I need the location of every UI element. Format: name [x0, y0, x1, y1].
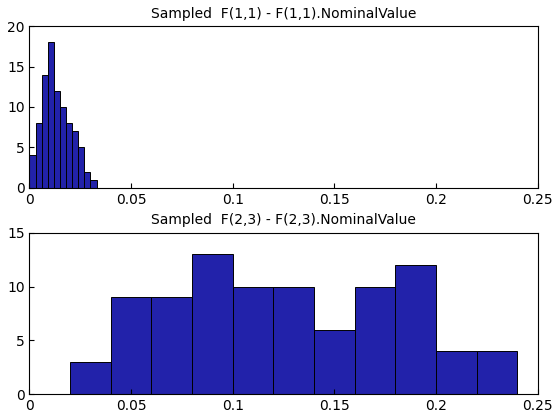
Bar — [477, 351, 517, 394]
Bar — [54, 91, 60, 188]
Bar — [60, 107, 66, 188]
Bar — [111, 297, 151, 394]
Bar — [48, 42, 54, 188]
Title: Sampled  F(1,1) - F(1,1).NominalValue: Sampled F(1,1) - F(1,1).NominalValue — [151, 7, 416, 21]
Bar — [72, 131, 78, 188]
Bar — [70, 362, 111, 394]
Bar — [233, 286, 273, 394]
Bar — [41, 75, 48, 188]
Bar — [30, 155, 35, 188]
Bar — [66, 123, 72, 188]
Bar — [90, 180, 96, 188]
Bar — [151, 297, 192, 394]
Bar — [35, 123, 41, 188]
Bar — [314, 330, 354, 394]
Bar — [354, 286, 395, 394]
Bar — [192, 255, 233, 394]
Title: Sampled  F(2,3) - F(2,3).NominalValue: Sampled F(2,3) - F(2,3).NominalValue — [151, 213, 416, 228]
Bar — [85, 171, 90, 188]
Bar — [78, 147, 85, 188]
Bar — [436, 351, 477, 394]
Bar — [395, 265, 436, 394]
Bar — [273, 286, 314, 394]
